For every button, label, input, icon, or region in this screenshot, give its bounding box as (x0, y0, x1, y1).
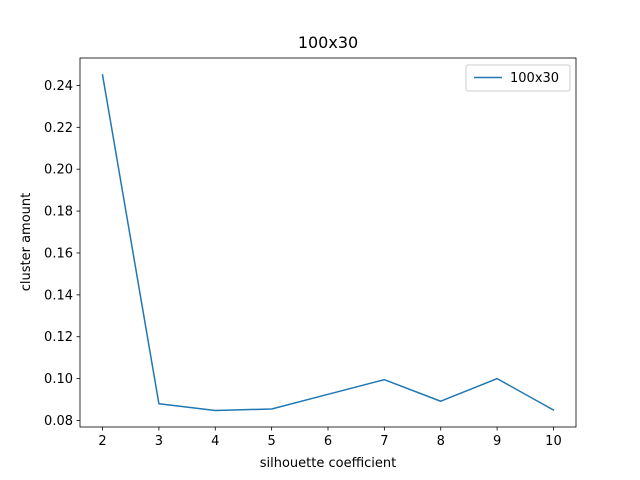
x-axis: 2 3 4 5 6 7 8 9 10 (98, 427, 562, 449)
x-tick-label: 6 (324, 434, 332, 449)
y-tick-label: 0.24 (44, 79, 73, 94)
y-tick-label: 0.18 (44, 205, 73, 220)
x-tick-label: 10 (545, 434, 562, 449)
y-axis: 0.08 0.10 0.12 0.14 0.16 0.18 0.20 0.22 0.24 (44, 79, 80, 429)
y-axis-label: cluster amount (19, 193, 34, 292)
y-tick-label: 0.10 (44, 372, 73, 387)
x-tick-label: 7 (380, 434, 388, 449)
y-tick-label: 0.12 (44, 330, 73, 345)
x-axis-label: silhouette coefficient (260, 456, 397, 471)
x-tick-label: 8 (437, 434, 445, 449)
y-tick-label: 0.22 (44, 121, 73, 136)
x-tick-label: 4 (211, 434, 219, 449)
legend: 100x30 (465, 64, 571, 92)
y-tick-label: 0.20 (44, 163, 73, 178)
y-tick-label: 0.14 (44, 288, 73, 303)
series-line-0 (101, 74, 555, 412)
plot-background (80, 58, 576, 427)
y-tick-label: 0.16 (44, 246, 73, 261)
x-tick-label: 3 (155, 434, 163, 449)
x-tick-label: 5 (267, 434, 275, 449)
legend-box (465, 64, 571, 92)
series-layer (101, 74, 555, 412)
chart-title: 100x30 (298, 33, 358, 52)
x-tick-label: 2 (98, 434, 106, 449)
legend-label: 100x30 (510, 71, 559, 86)
axes-frame (79, 57, 577, 428)
plot-area (80, 58, 576, 427)
y-tick-label: 0.08 (44, 414, 73, 429)
x-tick-label: 9 (493, 434, 501, 449)
